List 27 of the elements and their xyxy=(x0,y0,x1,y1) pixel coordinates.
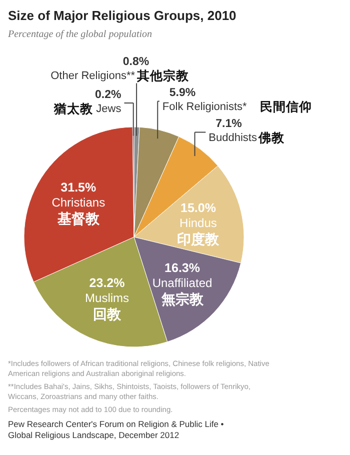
data-label: 5.9% xyxy=(169,87,196,100)
chart-subtitle: Percentage of the global population xyxy=(7,29,152,40)
data-label: 23.2% xyxy=(89,276,125,290)
data-label: 31.5% xyxy=(60,180,96,194)
text: Pew Research Center's Forum on Religion & Public Life • Global Religious Landscape, December 2012 xyxy=(8,419,224,440)
slice-label: Folk Religionists* xyxy=(162,101,248,114)
text: 無宗教 xyxy=(161,291,204,308)
text: 其他宗教 xyxy=(137,69,189,84)
slice-label: Unaffiliated xyxy=(152,276,212,290)
slice-label: Buddhists xyxy=(208,132,258,144)
data-label: 0.8% xyxy=(122,56,150,68)
slice-label: Muslims xyxy=(85,291,130,306)
slice-label: Hindus xyxy=(180,216,217,230)
text: 猶太教 xyxy=(54,102,94,116)
slice-label: Christians xyxy=(52,195,106,210)
slice-label: Other Religions** xyxy=(50,70,136,82)
data-label: 16.3% xyxy=(164,261,200,276)
data-label: 15.0% xyxy=(180,200,216,215)
slice-label: Jews xyxy=(96,103,122,115)
text: 回教 xyxy=(93,306,122,322)
text: 民間信仰 xyxy=(260,100,312,114)
data-label: 7.1% xyxy=(216,118,242,130)
text: 印度教 xyxy=(177,230,220,247)
text: 基督教 xyxy=(57,210,100,226)
chart-title: Size of Major Religious Groups, 2010 xyxy=(8,8,236,23)
data-label: 0.2% xyxy=(94,89,122,101)
text: 佛教 xyxy=(258,131,284,146)
